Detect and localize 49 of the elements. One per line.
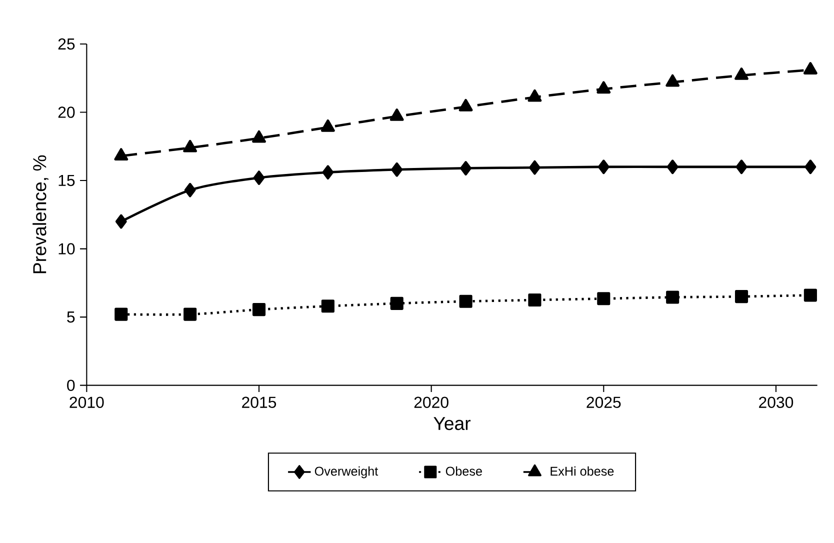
point: [666, 160, 678, 174]
point: [528, 90, 542, 102]
legend-label: Obese: [446, 466, 482, 476]
point: [183, 140, 198, 152]
point: [114, 308, 128, 322]
point: [252, 130, 266, 143]
x-tick-label: 2015: [242, 396, 276, 408]
point: [390, 108, 404, 122]
x-tick-label: 2025: [586, 396, 621, 408]
point: [596, 81, 611, 94]
point: [322, 165, 334, 180]
point: [736, 160, 748, 174]
y-axis-title: Prevalence, %: [32, 156, 48, 274]
y-tick-label: 0: [67, 380, 75, 392]
y-tick-label: 25: [58, 38, 75, 50]
x-tick-label: 2030: [759, 396, 794, 408]
point: [115, 214, 127, 229]
point: [390, 297, 404, 310]
point: [598, 160, 610, 174]
point: [666, 74, 680, 87]
point: [460, 161, 472, 176]
point: [253, 170, 265, 186]
point: [597, 292, 610, 306]
y-tick-label: 10: [58, 243, 75, 255]
point: [734, 290, 748, 304]
point: [114, 148, 128, 161]
point: [184, 308, 197, 322]
point: [252, 303, 266, 316]
x-tick-label: 2020: [414, 396, 448, 408]
legend-label: ExHi obese: [550, 466, 614, 476]
point: [320, 120, 335, 132]
point: [529, 160, 540, 175]
point: [803, 62, 818, 75]
point: [459, 295, 472, 308]
x-axis-title: Year: [434, 417, 470, 430]
y-tick-label: 5: [67, 312, 75, 323]
legend-label: Overweight: [314, 466, 378, 478]
point: [804, 160, 816, 174]
point: [184, 183, 196, 198]
point: [666, 290, 680, 304]
x-tick-label: 2010: [70, 396, 104, 408]
point: [804, 288, 817, 302]
y-tick-label: 15: [58, 175, 75, 186]
point: [458, 99, 473, 112]
point: [321, 300, 334, 313]
point: [734, 68, 748, 80]
y-tick-label: 20: [58, 106, 75, 118]
point: [528, 294, 542, 307]
point: [391, 162, 403, 177]
